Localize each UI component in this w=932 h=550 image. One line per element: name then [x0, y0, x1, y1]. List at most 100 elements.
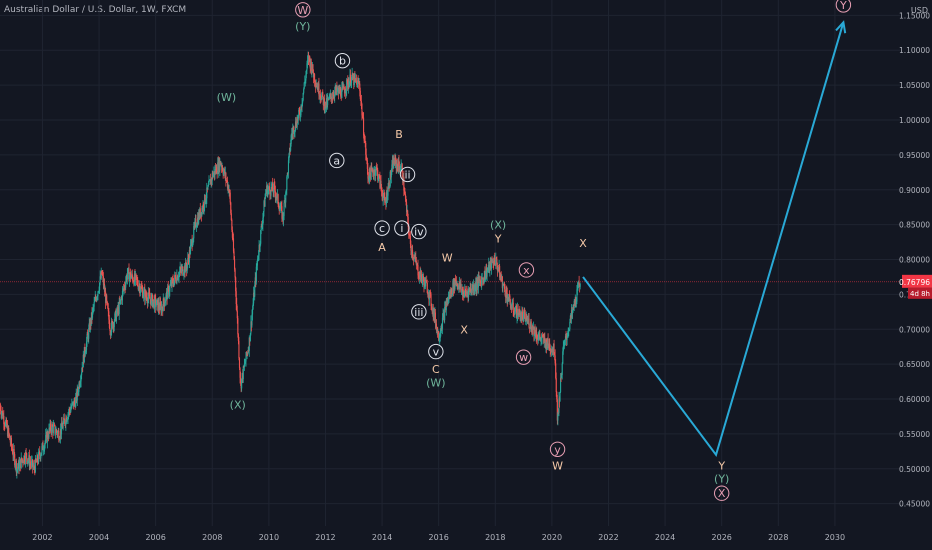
wave-label: Y [839, 0, 847, 12]
candle-body [260, 230, 262, 244]
candle-body [16, 469, 18, 473]
candle-body [130, 276, 132, 279]
candle-body [28, 455, 30, 467]
candle-body [445, 303, 447, 311]
candle-body [294, 130, 296, 133]
candle-body [274, 191, 276, 198]
candle-body [32, 459, 34, 468]
candle-body [212, 174, 214, 178]
candle-body [228, 185, 230, 193]
candle-body [165, 294, 167, 301]
candle-body [234, 259, 236, 270]
candle-body [495, 257, 497, 260]
candle-body [517, 308, 519, 316]
candle-body [244, 363, 246, 365]
candle-body [249, 333, 251, 342]
candle-body [219, 161, 221, 171]
candle-body [22, 460, 24, 463]
candle-body [293, 132, 295, 134]
candle-body [441, 317, 444, 329]
candle-body [260, 225, 262, 231]
candle-body [99, 276, 101, 283]
candle-body [545, 339, 547, 350]
candle-body [457, 283, 459, 287]
candle-body [168, 286, 170, 295]
candle-body [68, 408, 70, 413]
wave-label-circle [411, 223, 427, 240]
candle-body [149, 298, 151, 300]
candle-body [283, 216, 285, 220]
candle-body [415, 257, 417, 262]
candle-body [26, 458, 28, 463]
candle-body [149, 294, 151, 299]
candle-body [203, 203, 205, 210]
candle-body [183, 273, 185, 275]
candle-body [4, 421, 6, 427]
candle-body [544, 337, 546, 342]
candle-body [257, 258, 259, 261]
candle-body [122, 288, 125, 290]
time-tick-label: 2022 [598, 533, 618, 542]
candle-body [256, 265, 258, 267]
price-tick-label: 0.55000 [899, 430, 930, 439]
candle-body [97, 291, 99, 296]
candle-body [139, 285, 141, 294]
candle-body [508, 293, 510, 297]
candle-body [108, 319, 110, 328]
candle-body [186, 264, 188, 271]
candle-body [173, 280, 175, 286]
wave-label: (X) [490, 219, 506, 232]
candle-body [363, 117, 365, 136]
candle-body [254, 284, 256, 297]
candle-body [272, 183, 274, 191]
candle-body [135, 274, 137, 276]
candle-body [226, 180, 229, 189]
candle-body [63, 417, 65, 424]
countdown-tag [908, 287, 932, 299]
price-axis[interactable]: USD 0.45000 0.50000 0.55000 0.60000 0.65000 0.… [899, 0, 932, 526]
candle-body [125, 281, 127, 288]
candle-body [549, 350, 551, 351]
candle-body [293, 126, 295, 134]
price-tick-label: 1.00000 [899, 116, 930, 125]
candle-body [503, 283, 506, 290]
candle-body [80, 375, 82, 382]
candle-body [252, 303, 254, 309]
candle-body [167, 286, 169, 300]
candle-body [193, 226, 195, 227]
candle-body [456, 282, 458, 285]
candle-body [145, 296, 147, 298]
candle-body [357, 80, 359, 82]
candle-body [567, 330, 569, 336]
wave-label: X [460, 323, 468, 336]
candle-body [85, 341, 88, 350]
wave-label-circle [428, 343, 444, 360]
candle-body [506, 293, 508, 302]
time-axis[interactable]: 2002 2004 2006 2008 2010 2012 2014 2016 2018 2020… [0, 526, 932, 550]
candle-body [168, 291, 170, 295]
candle-body [174, 275, 176, 281]
candle-body [246, 353, 248, 356]
candle-body [501, 276, 503, 289]
candle-body [473, 284, 475, 291]
candle-body [561, 363, 563, 375]
candle-body [47, 432, 49, 438]
candle-body [198, 212, 200, 224]
candle-body [514, 311, 516, 315]
candle-body [101, 270, 103, 275]
candle-body [17, 467, 19, 469]
wave-label-circle [399, 166, 416, 183]
projection-path [582, 20, 847, 458]
candle-body [11, 448, 14, 454]
candle-body [140, 286, 142, 292]
candle-body [280, 205, 282, 207]
candle-body [393, 158, 395, 164]
candle-body [400, 165, 402, 170]
candle-body [562, 346, 564, 352]
candle-body [128, 268, 130, 281]
candle-body [204, 194, 206, 204]
candle-body [76, 388, 78, 401]
candle-body [310, 61, 312, 73]
candle-body [244, 361, 247, 364]
